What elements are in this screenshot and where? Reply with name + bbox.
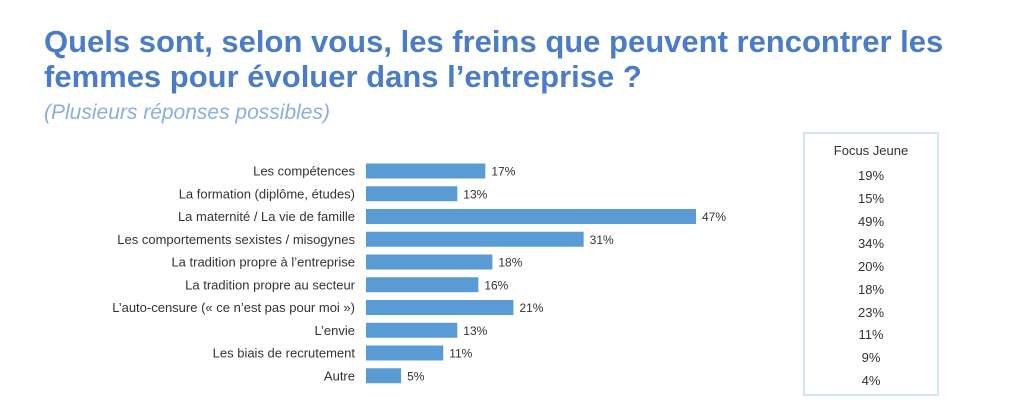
focus-jeune-value: 49%	[857, 213, 885, 229]
bar	[366, 209, 696, 224]
focus-jeune-value: 11%	[858, 327, 884, 343]
category-label: Les compétences	[253, 164, 355, 179]
category-label: La maternité / La vie de famille	[178, 209, 355, 224]
bar	[366, 254, 493, 270]
value-label: 31%	[590, 233, 614, 247]
category-label: Les biais de recrutement	[213, 346, 356, 361]
bar	[366, 277, 479, 293]
chart-subtitle: (Plusieurs réponses possibles)	[44, 101, 330, 124]
value-label: 13%	[463, 187, 487, 201]
focus-jeune-panel: Focus Jeune 19% 15% 49% 34% 20% 18% 23% 11% 9% 4%	[803, 132, 939, 396]
focus-jeune-value: 9%	[861, 350, 881, 365]
category-label: Les comportements sexistes / misogynes	[117, 232, 355, 247]
bar-chart: Les compétences 17% La formation (diplôme,…	[112, 163, 726, 384]
bar	[366, 322, 458, 338]
value-label: 13%	[463, 324, 487, 338]
bar	[366, 300, 514, 315]
bar	[366, 345, 444, 361]
value-label: 47%	[702, 210, 726, 224]
focus-jeune-value: 19%	[857, 168, 885, 183]
value-label: 11%	[449, 347, 472, 361]
value-label: 5%	[407, 369, 425, 383]
bar	[366, 186, 458, 202]
focus-jeune-value: 23%	[857, 304, 885, 320]
category-label: La tradition propre au secteur	[185, 277, 355, 292]
chart-title: Quels sont, selon vous, les freins que p…	[44, 24, 944, 94]
category-label: L’auto-censure (« ce n’est pas pour moi …	[112, 300, 355, 315]
focus-jeune-value: 15%	[857, 190, 885, 206]
focus-jeune-value: 34%	[857, 236, 885, 252]
category-label: La formation (diplôme, études)	[179, 186, 355, 201]
value-label: 16%	[484, 278, 508, 292]
bar	[366, 231, 584, 247]
category-label: Autre	[324, 368, 355, 383]
category-label: L’envie	[315, 323, 355, 338]
focus-jeune-value: 18%	[857, 281, 885, 297]
bar	[366, 163, 486, 179]
category-label: La tradition propre à l’entreprise	[171, 255, 355, 270]
value-label: 18%	[498, 256, 522, 270]
focus-jeune-value: 4%	[861, 372, 881, 388]
bar	[366, 368, 402, 384]
value-label: 21%	[519, 301, 543, 315]
value-label: 17%	[491, 165, 515, 179]
focus-jeune-values: 19% 15% 49% 34% 20% 18% 23% 11% 9% 4%	[805, 165, 937, 393]
focus-jeune-value: 20%	[857, 259, 885, 274]
focus-jeune-header: Focus Jeune	[833, 143, 909, 158]
